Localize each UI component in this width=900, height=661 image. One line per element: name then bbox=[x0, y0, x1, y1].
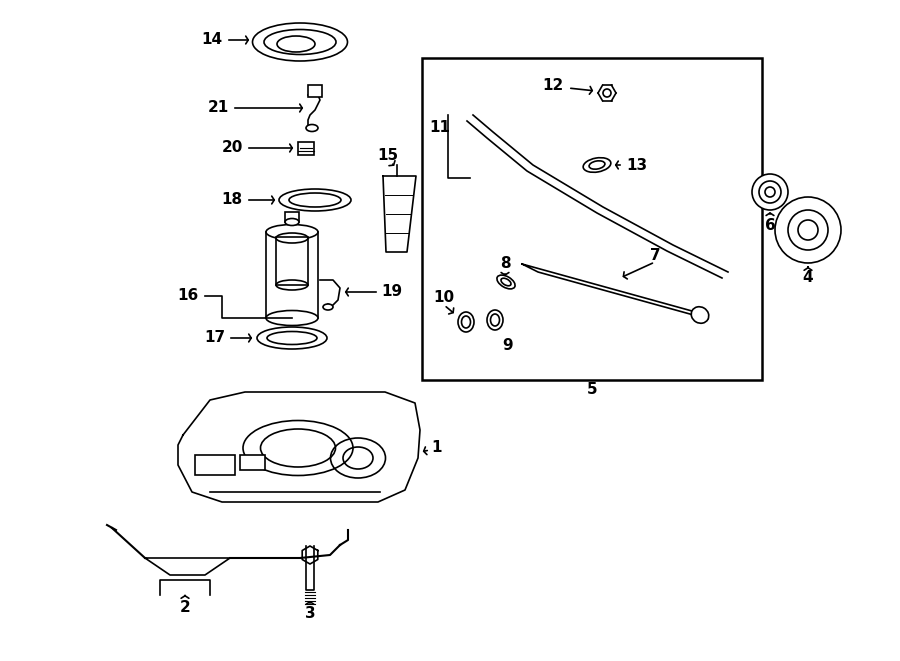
Text: 10: 10 bbox=[434, 290, 454, 305]
Ellipse shape bbox=[257, 327, 327, 349]
Text: 13: 13 bbox=[626, 157, 648, 173]
Ellipse shape bbox=[323, 304, 333, 310]
Text: 15: 15 bbox=[377, 147, 399, 163]
Text: 9: 9 bbox=[503, 338, 513, 352]
Polygon shape bbox=[383, 176, 416, 252]
Ellipse shape bbox=[253, 23, 347, 61]
Ellipse shape bbox=[266, 225, 318, 239]
Bar bbox=[195, 455, 235, 475]
Text: 3: 3 bbox=[305, 607, 315, 621]
Polygon shape bbox=[522, 264, 708, 319]
Text: 17: 17 bbox=[204, 330, 226, 346]
Bar bbox=[422, 58, 762, 380]
Text: 8: 8 bbox=[500, 256, 510, 270]
Ellipse shape bbox=[279, 189, 351, 211]
Ellipse shape bbox=[289, 193, 341, 207]
Circle shape bbox=[752, 174, 788, 210]
Text: 19: 19 bbox=[382, 284, 402, 299]
Ellipse shape bbox=[691, 307, 709, 323]
Circle shape bbox=[775, 197, 841, 263]
Text: 2: 2 bbox=[180, 600, 191, 615]
Bar bbox=[276, 237, 308, 285]
Text: 21: 21 bbox=[207, 100, 229, 116]
Text: 6: 6 bbox=[765, 217, 776, 233]
Text: 1: 1 bbox=[432, 440, 442, 455]
Circle shape bbox=[788, 210, 828, 250]
Ellipse shape bbox=[458, 312, 474, 332]
Text: 12: 12 bbox=[543, 77, 563, 93]
Polygon shape bbox=[145, 558, 230, 575]
Ellipse shape bbox=[583, 158, 611, 173]
Text: 7: 7 bbox=[650, 247, 661, 262]
Polygon shape bbox=[178, 392, 420, 502]
Text: 20: 20 bbox=[221, 141, 243, 155]
Ellipse shape bbox=[266, 311, 318, 325]
Text: 4: 4 bbox=[803, 270, 814, 284]
Ellipse shape bbox=[497, 275, 515, 289]
Ellipse shape bbox=[306, 124, 318, 132]
Text: 16: 16 bbox=[177, 288, 199, 303]
Text: 5: 5 bbox=[587, 383, 598, 397]
Ellipse shape bbox=[285, 219, 299, 225]
Text: 11: 11 bbox=[429, 120, 451, 134]
Ellipse shape bbox=[487, 310, 503, 330]
Bar bbox=[285, 212, 299, 222]
Ellipse shape bbox=[267, 332, 317, 344]
Circle shape bbox=[759, 181, 781, 203]
Text: 14: 14 bbox=[202, 32, 222, 48]
Bar bbox=[308, 85, 322, 97]
Text: 18: 18 bbox=[221, 192, 243, 208]
Circle shape bbox=[765, 187, 775, 197]
Bar bbox=[298, 142, 314, 155]
Bar bbox=[240, 455, 265, 470]
Circle shape bbox=[798, 220, 818, 240]
Circle shape bbox=[603, 89, 611, 97]
